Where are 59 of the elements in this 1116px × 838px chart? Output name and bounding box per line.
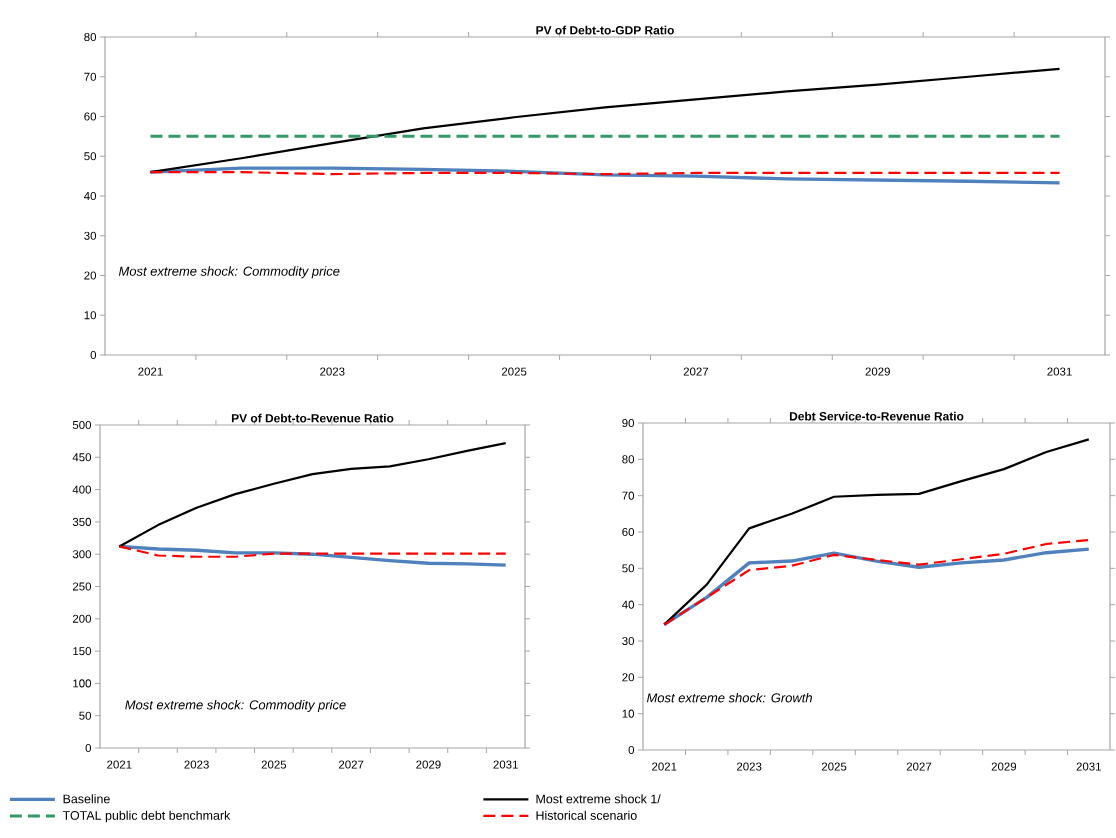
- x-tick-label: 2023: [184, 760, 209, 769]
- y-tick-label: 10: [84, 311, 97, 320]
- annotation: Most extreme shock: Growth: [646, 692, 812, 703]
- y-tick-label: 50: [79, 711, 92, 720]
- x-tick-label: 2025: [501, 367, 527, 376]
- x-tick-label: 2025: [821, 762, 847, 771]
- x-tick-label: 2029: [991, 762, 1017, 771]
- y-tick-label: 70: [84, 72, 97, 81]
- x-tick-label: 2021: [652, 762, 677, 771]
- x-tick-label: 2023: [736, 762, 762, 771]
- y-tick-label: 20: [622, 673, 635, 682]
- annotation: Most extreme shock: Commodity price: [118, 266, 340, 279]
- y-tick-label: 80: [622, 455, 635, 464]
- x-tick-label: 2021: [138, 367, 163, 376]
- y-tick-label: 0: [628, 745, 635, 755]
- y-tick-label: 500: [72, 420, 92, 430]
- y-tick-label: 0: [85, 743, 92, 753]
- legend-label: TOTAL public debt benchmark: [62, 810, 231, 823]
- y-tick-label: 300: [72, 550, 92, 559]
- y-tick-label: 50: [622, 564, 635, 573]
- annotation: Most extreme shock: Commodity price: [125, 699, 346, 713]
- y-tick-label: 30: [84, 231, 97, 240]
- y-tick-label: 100: [73, 679, 92, 688]
- y-tick-label: 40: [622, 600, 635, 609]
- y-tick-label: 150: [73, 647, 92, 656]
- legend-label: Baseline: [63, 794, 110, 804]
- line-series: [118, 441, 507, 548]
- x-tick-label: 2031: [1076, 762, 1101, 771]
- y-tick-label: 200: [72, 614, 92, 623]
- y-tick-label: 250: [72, 582, 92, 591]
- legend-label: Historical scenario: [536, 810, 637, 820]
- chart-title: PV of Debt-to-GDP Ratio: [536, 25, 674, 35]
- y-tick-label: 350: [72, 517, 92, 526]
- y-tick-label: 400: [72, 485, 92, 494]
- x-tick-label: 2025: [261, 760, 287, 769]
- chart-title: PV of Debt-to-Revenue Ratio: [231, 413, 394, 423]
- y-tick-label: 60: [84, 112, 97, 121]
- x-tick-label: 2021: [107, 760, 132, 769]
- y-tick-label: 10: [622, 709, 635, 718]
- y-tick-label: 60: [622, 527, 635, 537]
- x-tick-label: 2031: [493, 760, 518, 769]
- y-tick-label: 40: [84, 191, 97, 201]
- y-tick-label: 80: [84, 32, 97, 42]
- legend-label: Most extreme shock 1/: [536, 794, 661, 804]
- x-tick-label: 2029: [865, 367, 890, 376]
- y-tick-label: 450: [72, 453, 92, 462]
- y-tick-label: 0: [90, 350, 97, 360]
- x-tick-label: 2027: [683, 367, 709, 376]
- y-tick-label: 70: [622, 491, 635, 500]
- x-tick-label: 2027: [338, 760, 364, 769]
- y-tick-label: 30: [622, 636, 635, 646]
- y-tick-label: 20: [84, 271, 97, 280]
- x-tick-label: 2031: [1047, 367, 1072, 376]
- x-tick-label: 2023: [320, 367, 345, 376]
- x-tick-label: 2029: [416, 760, 441, 769]
- chart-title: Debt Service-to-Revenue Ratio: [789, 411, 964, 421]
- y-tick-label: 50: [84, 152, 97, 161]
- y-tick-label: 90: [622, 418, 635, 428]
- x-tick-label: 2027: [906, 762, 932, 771]
